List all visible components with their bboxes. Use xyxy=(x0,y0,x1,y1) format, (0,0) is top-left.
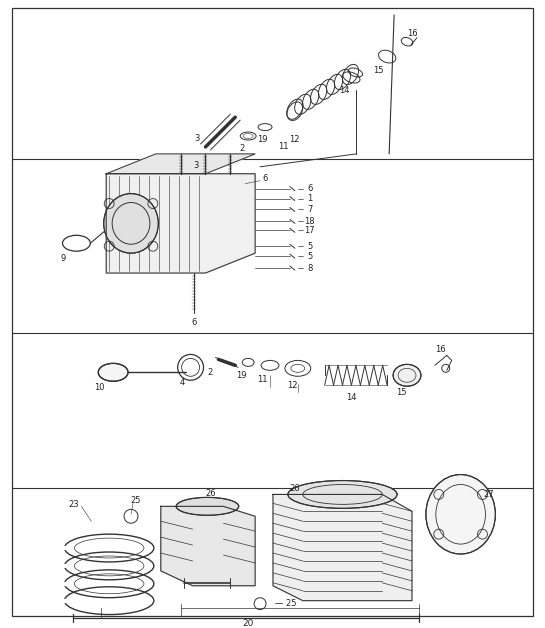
Polygon shape xyxy=(106,154,255,174)
Text: 6: 6 xyxy=(262,174,268,183)
Text: 25: 25 xyxy=(131,496,141,505)
Polygon shape xyxy=(273,494,412,600)
Ellipse shape xyxy=(393,364,421,386)
Text: 15: 15 xyxy=(373,66,384,75)
Text: 14: 14 xyxy=(346,392,356,402)
Text: 11: 11 xyxy=(257,375,268,384)
Ellipse shape xyxy=(98,364,128,381)
Text: 3: 3 xyxy=(193,161,198,170)
Text: 6: 6 xyxy=(191,318,196,327)
Ellipse shape xyxy=(288,480,397,508)
Polygon shape xyxy=(161,506,255,586)
Text: — 25: — 25 xyxy=(275,599,296,608)
Text: 16: 16 xyxy=(435,345,446,354)
Text: 20: 20 xyxy=(243,619,254,628)
Text: 18: 18 xyxy=(305,217,315,226)
Text: 3: 3 xyxy=(194,134,199,143)
Text: 2: 2 xyxy=(240,144,245,153)
Text: 15: 15 xyxy=(396,387,407,397)
Polygon shape xyxy=(106,174,255,273)
Text: 14: 14 xyxy=(339,86,350,95)
Text: 4: 4 xyxy=(180,377,185,387)
Text: 19: 19 xyxy=(236,371,246,380)
Text: 1: 1 xyxy=(307,194,312,203)
Text: 9: 9 xyxy=(61,254,66,263)
Ellipse shape xyxy=(176,497,239,516)
Text: 19: 19 xyxy=(257,136,268,144)
Text: 12: 12 xyxy=(287,381,297,390)
Ellipse shape xyxy=(426,475,495,554)
Ellipse shape xyxy=(104,193,159,253)
Text: 10: 10 xyxy=(94,382,105,392)
Text: 26: 26 xyxy=(205,489,216,498)
Text: 5: 5 xyxy=(307,242,312,251)
Text: 2: 2 xyxy=(208,368,213,377)
Text: 7: 7 xyxy=(307,205,312,214)
Text: 6: 6 xyxy=(307,184,312,193)
Text: 12: 12 xyxy=(289,136,300,144)
Text: 17: 17 xyxy=(305,226,315,235)
Text: 23: 23 xyxy=(68,500,78,509)
Text: 8: 8 xyxy=(307,264,312,273)
Text: 26: 26 xyxy=(289,484,300,493)
Text: 5: 5 xyxy=(307,252,312,261)
Text: 11: 11 xyxy=(277,143,288,151)
Text: 16: 16 xyxy=(407,30,417,38)
Text: 27: 27 xyxy=(483,490,494,499)
